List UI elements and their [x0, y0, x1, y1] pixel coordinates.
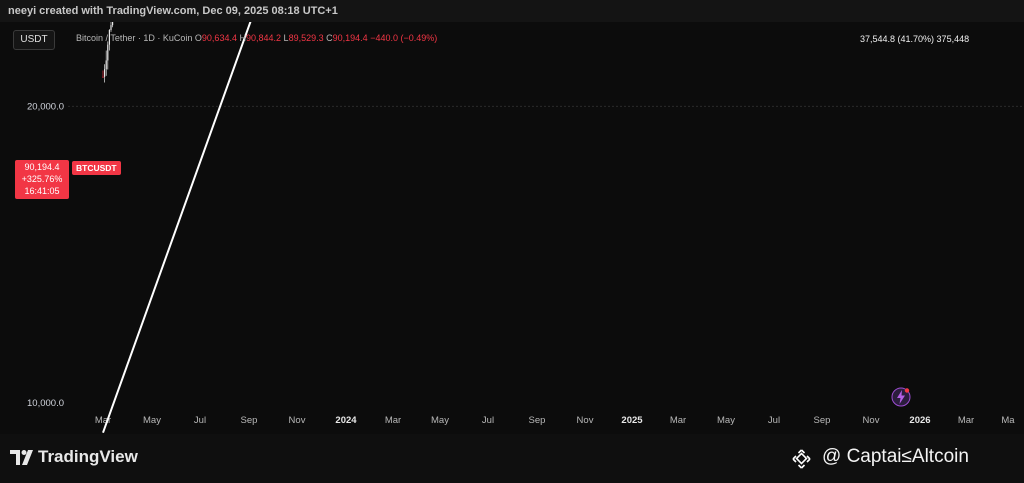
legend-high-label: H	[239, 33, 246, 43]
measure-label: 37,544.8 (41.70%) 375,448	[860, 34, 970, 44]
y-tick-label: 20,000.0	[27, 101, 64, 112]
binance-logo-icon	[792, 449, 811, 469]
x-tick-label: May	[431, 415, 449, 426]
candle-body	[107, 44, 109, 61]
overlays	[102, 22, 252, 434]
candlestick-chart[interactable]: 10,000.020,000.030,000.040,000.050,000.0…	[0, 22, 1024, 434]
x-tick-label: Sep	[814, 415, 831, 426]
legend-close-value: 90,194.4	[332, 33, 368, 43]
footer	[0, 434, 1024, 483]
legend-symbol[interactable]: Bitcoin / Tether · 1D · KuCoin	[76, 33, 193, 43]
legend-open-label: O	[194, 33, 202, 43]
trendline	[102, 22, 252, 434]
currency-button[interactable]: USDT	[13, 30, 55, 50]
candle-body	[112, 22, 114, 26]
bar-countdown: 16:41:05	[24, 186, 60, 196]
x-tick-label: Jul	[482, 415, 494, 426]
x-tick-label: Mar	[385, 415, 401, 426]
watermark-text: @ Captai≤Altcoin	[822, 446, 969, 467]
x-tick-label: Sep	[529, 415, 546, 426]
legend-change: −440.0 (−0.49%)	[370, 33, 438, 43]
header-text: neeyi created with TradingView.com, Dec …	[8, 5, 338, 17]
y-axis-labels: 10,000.020,000.030,000.040,000.050,000.0…	[27, 101, 64, 409]
candles	[102, 22, 114, 83]
ohlc-legend: Bitcoin / Tether · 1D · KuCoin O90,634.4…	[76, 33, 437, 43]
x-tick-label: Mar	[958, 415, 974, 426]
candle-body	[102, 76, 104, 78]
x-tick-label: Ma	[1001, 415, 1015, 426]
last-price: 90,194.4	[24, 162, 60, 172]
header-bar: neeyi created with TradingView.com, Dec …	[0, 0, 1024, 22]
candle-body	[108, 29, 110, 45]
x-tick-label: Mar	[95, 415, 111, 426]
y-tick-label: 10,000.0	[27, 398, 64, 409]
x-tick-label: Jul	[768, 415, 780, 426]
x-tick-label: Nov	[863, 415, 880, 426]
x-tick-label: Nov	[289, 415, 306, 426]
x-tick-label: 2026	[909, 415, 930, 426]
x-tick-label: Jul	[194, 415, 206, 426]
last-change-pct: +325.76%	[21, 174, 63, 184]
x-tick-label: 2024	[335, 415, 357, 426]
x-axis-labels: Mar May Jul Sep Nov 2024 Mar May Jul Sep Nov 2025 Ma…	[95, 415, 1015, 426]
chart-area[interactable]	[0, 22, 1024, 434]
gridlines	[68, 105, 1024, 107]
candle-body	[104, 69, 106, 77]
legend-high-value: 90,844.2	[245, 33, 282, 43]
legend-low-label: L	[283, 33, 289, 43]
x-tick-label: May	[143, 415, 161, 426]
candle-body	[105, 60, 107, 70]
x-tick-label: 2025	[621, 415, 643, 426]
legend-low-value: 89,529.3	[288, 33, 324, 43]
x-tick-label: May	[717, 415, 735, 426]
legend-close-label: C	[326, 33, 333, 43]
symbol-tag: BTCUSDT	[72, 161, 121, 175]
x-tick-label: Nov	[577, 415, 594, 426]
tradingview-brand[interactable]: TradingView	[38, 447, 138, 466]
x-tick-label: Mar	[670, 415, 686, 426]
candle-body	[110, 25, 112, 30]
legend-open-value: 90,634.4	[201, 33, 237, 43]
tradingview-logo-icon	[10, 450, 33, 465]
x-tick-label: Sep	[241, 415, 258, 426]
lightning-alert-icon[interactable]	[891, 387, 911, 407]
last-price-tag: 90,194.4 +325.76% 16:41:05	[15, 160, 69, 199]
